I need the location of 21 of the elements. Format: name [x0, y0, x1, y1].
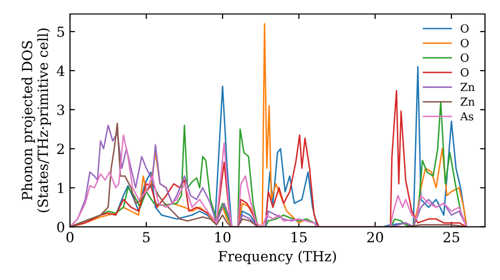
y-tick-label: 4 — [56, 66, 64, 76]
legend-label: As — [460, 112, 474, 120]
x-tick-label: 0 — [66, 232, 74, 242]
x-tick-label: 15 — [292, 232, 307, 242]
legend-label: Zn — [460, 82, 475, 92]
y-tick-label: 2 — [57, 144, 64, 154]
legend-label: O — [460, 38, 469, 48]
y-tick-label: 1 — [58, 182, 64, 194]
x-tick-label: 25 — [444, 232, 460, 242]
legend-label: O — [460, 53, 469, 62]
x-tick-label: 10 — [215, 232, 230, 242]
x-axis-title: Frequency (THz) — [218, 250, 336, 264]
y-tick-label: 5 — [57, 26, 64, 38]
legend-label: O — [460, 68, 469, 77]
y-tick-label: 3 — [57, 104, 64, 116]
y-tick-label: 0 — [57, 222, 64, 232]
legend-label: O — [460, 24, 469, 33]
x-tick-label: 20 — [367, 232, 384, 242]
x-tick-label: 5 — [143, 232, 150, 242]
legend-label: Zn — [460, 98, 475, 106]
y-axis-title: Phonon projected DOS (States/THz·primitive cell) — [22, 28, 51, 212]
